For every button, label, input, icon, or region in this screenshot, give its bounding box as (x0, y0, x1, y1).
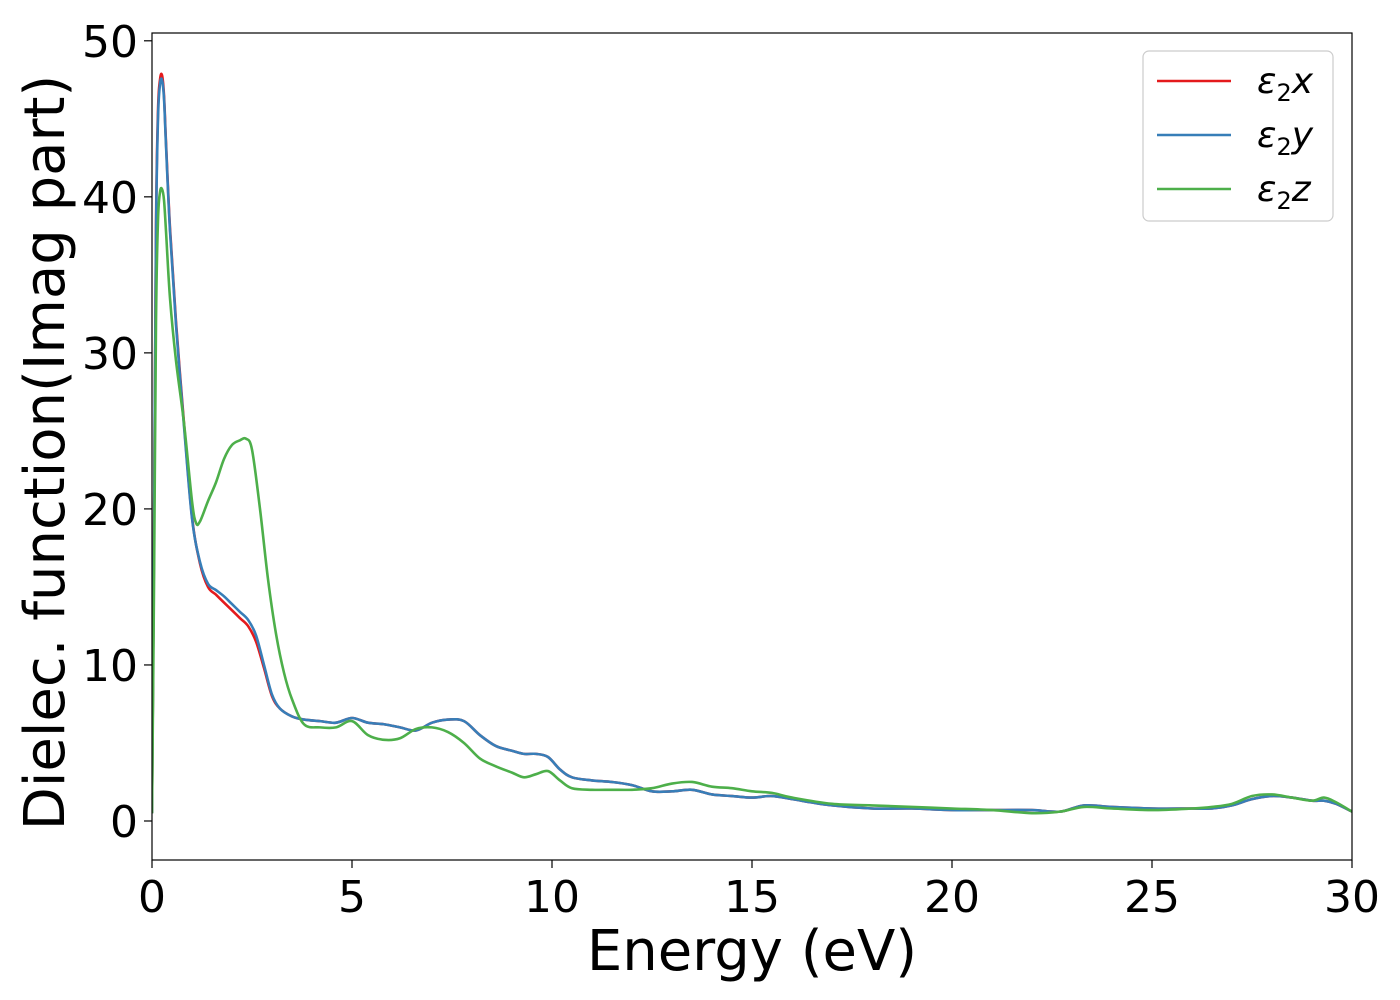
x-axis-ticks: 0 5 10 15 20 25 30 (138, 860, 1380, 923)
y-tick-label: 20 (82, 485, 138, 536)
y-axis-label: Dielec. function(Imag part) (13, 75, 78, 831)
x-tick-label: 30 (1324, 872, 1380, 923)
x-axis-label: Energy (eV) (587, 919, 917, 984)
y-tick-label: 30 (82, 329, 138, 380)
x-tick-label: 25 (1124, 872, 1180, 923)
legend-label-x: ε2x (1257, 61, 1314, 107)
x-tick-label: 20 (924, 872, 980, 923)
x-tick-label: 10 (524, 872, 580, 923)
plot-lines (152, 72, 1352, 815)
legend-label-z: ε2z (1257, 169, 1312, 215)
legend-box (1142, 50, 1334, 222)
y-tick-label: 10 (82, 641, 138, 692)
x-tick-label: 0 (138, 872, 166, 923)
y-tick-label: 40 (82, 173, 138, 224)
y-axis-ticks: 0 10 20 30 40 50 (82, 17, 152, 848)
y-tick-label: 50 (82, 17, 138, 68)
x-tick-label: 15 (724, 872, 780, 923)
x-tick-label: 5 (338, 872, 366, 923)
y-tick-label: 0 (110, 797, 138, 848)
legend-label-y: ε2y (1257, 115, 1314, 161)
legend: ε2x ε2y ε2z (1142, 50, 1334, 222)
series-line-z (152, 186, 1352, 815)
